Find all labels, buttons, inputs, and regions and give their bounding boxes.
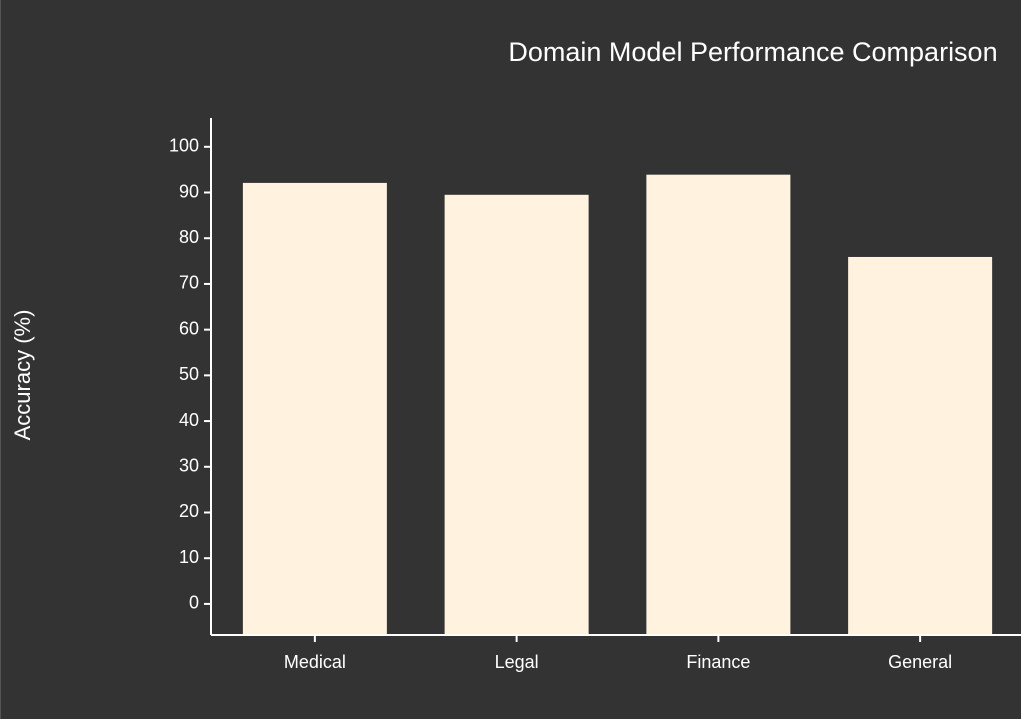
y-tick-label: 10	[179, 547, 199, 567]
y-tick-label: 20	[179, 501, 199, 521]
y-tick-label: 100	[169, 136, 199, 156]
y-tick-label: 50	[179, 364, 199, 384]
bar	[646, 174, 791, 635]
bar	[242, 182, 387, 635]
bar	[444, 194, 589, 635]
y-tick-label: 40	[179, 410, 199, 430]
y-tick-label: 30	[179, 456, 199, 476]
y-tick-label: 0	[189, 593, 199, 613]
chart-title: Domain Model Performance Comparison	[508, 37, 997, 67]
y-tick-label: 60	[179, 318, 199, 338]
y-tick-label: 70	[179, 273, 199, 293]
x-tick-label: Medical	[284, 652, 346, 672]
y-tick-label: 80	[179, 227, 199, 247]
bar	[848, 256, 993, 635]
x-tick-label: Legal	[495, 652, 539, 672]
x-tick-label: Finance	[686, 652, 750, 672]
y-axis-label: Accuracy (%)	[10, 310, 35, 441]
x-tick-label: General	[888, 652, 952, 672]
y-tick-label: 90	[179, 181, 199, 201]
